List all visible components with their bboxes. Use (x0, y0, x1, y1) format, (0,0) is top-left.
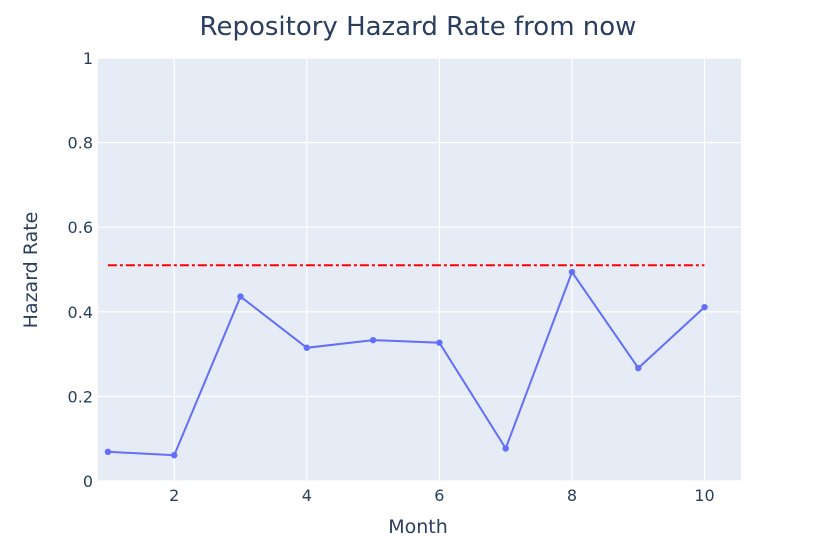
data-point (502, 445, 509, 452)
y-tick-label: 0.6 (68, 218, 93, 237)
data-point (436, 339, 443, 346)
series-line (107, 269, 706, 457)
data-point (568, 268, 576, 276)
data-point (171, 451, 178, 459)
x-tick-label: 8 (567, 486, 577, 505)
x-axis-title: Month (388, 516, 448, 538)
x-tick-label: 10 (694, 486, 714, 505)
data-point (369, 336, 377, 344)
x-tick-label: 4 (302, 486, 312, 505)
y-tick-label: 0.2 (68, 387, 93, 406)
data-point (635, 364, 642, 372)
y-tick-label: 0.8 (68, 134, 93, 153)
y-axis-title: Hazard Rate (20, 212, 42, 329)
y-tick-label: 0 (83, 472, 93, 491)
chart-title: Repository Hazard Rate from now (200, 12, 637, 42)
plot-area (98, 58, 741, 481)
y-tick-label: 0.4 (68, 303, 93, 322)
x-tick-label: 2 (169, 486, 179, 505)
data-point (701, 303, 708, 311)
y-tick-label: 1 (83, 49, 93, 68)
data-point (237, 293, 244, 300)
x-tick-label: 6 (434, 486, 444, 505)
data-point (104, 448, 112, 456)
data-point (303, 344, 311, 351)
